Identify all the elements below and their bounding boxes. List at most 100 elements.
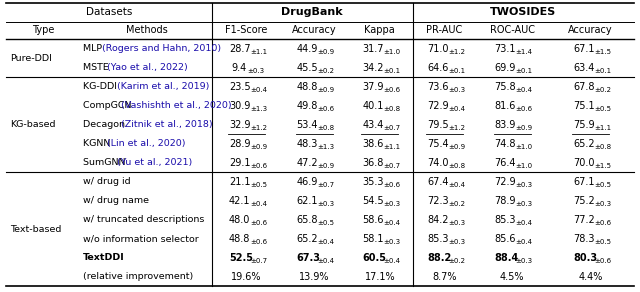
Text: 4.5%: 4.5% (500, 272, 524, 282)
Text: Accuracy: Accuracy (568, 25, 612, 35)
Text: 74.0: 74.0 (427, 158, 449, 168)
Text: CompGCN: CompGCN (83, 101, 134, 110)
Text: 34.2: 34.2 (362, 63, 384, 73)
Text: 67.1: 67.1 (573, 177, 595, 187)
Text: ±0.9: ±0.9 (317, 49, 335, 55)
Text: 45.5: 45.5 (296, 63, 318, 73)
Text: ±0.6: ±0.6 (515, 106, 532, 112)
Text: ±1.5: ±1.5 (594, 163, 611, 169)
Text: w/ drug id: w/ drug id (83, 177, 131, 186)
Text: 65.8: 65.8 (296, 215, 318, 225)
Text: 36.8: 36.8 (362, 158, 383, 168)
Text: (relative improvement): (relative improvement) (83, 272, 193, 281)
Text: PR-AUC: PR-AUC (426, 25, 463, 35)
Text: ±0.4: ±0.4 (250, 87, 267, 93)
Text: 73.6: 73.6 (427, 82, 449, 92)
Text: 75.9: 75.9 (573, 120, 595, 130)
Text: ±0.1: ±0.1 (515, 68, 532, 74)
Text: (Vashishth et al., 2020): (Vashishth et al., 2020) (122, 101, 232, 110)
Text: Kappa: Kappa (364, 25, 395, 35)
Text: ±1.1: ±1.1 (383, 144, 400, 150)
Text: 44.9: 44.9 (296, 44, 318, 54)
Text: Datasets: Datasets (86, 7, 132, 17)
Text: 71.0: 71.0 (427, 44, 449, 54)
Text: 75.2: 75.2 (573, 196, 595, 206)
Text: ±0.7: ±0.7 (383, 125, 400, 131)
Text: ±1.3: ±1.3 (317, 144, 335, 150)
Text: ±1.0: ±1.0 (383, 49, 400, 55)
Text: ±0.1: ±0.1 (448, 68, 465, 74)
Text: Methods: Methods (125, 25, 168, 35)
Text: 23.5: 23.5 (229, 82, 251, 92)
Text: 54.5: 54.5 (362, 196, 384, 206)
Text: ±0.2: ±0.2 (594, 87, 611, 93)
Text: 67.8: 67.8 (573, 82, 595, 92)
Text: (Rogers and Hahn, 2010): (Rogers and Hahn, 2010) (102, 44, 221, 53)
Text: ±0.5: ±0.5 (594, 182, 611, 188)
Text: ±1.1: ±1.1 (594, 125, 611, 131)
Text: ±0.2: ±0.2 (448, 258, 465, 264)
Text: 85.6: 85.6 (495, 234, 516, 244)
Text: 72.9: 72.9 (427, 101, 449, 111)
Text: ±0.1: ±0.1 (383, 68, 400, 74)
Text: 38.6: 38.6 (362, 139, 383, 149)
Text: 75.8: 75.8 (495, 82, 516, 92)
Text: 48.8: 48.8 (229, 234, 250, 244)
Text: ±0.6: ±0.6 (317, 106, 335, 112)
Text: 83.9: 83.9 (495, 120, 516, 130)
Text: ±0.4: ±0.4 (448, 182, 465, 188)
Text: 28.7: 28.7 (229, 44, 251, 54)
Text: ±0.5: ±0.5 (594, 106, 611, 112)
Text: 60.5: 60.5 (362, 253, 386, 263)
Text: ±1.0: ±1.0 (515, 144, 532, 150)
Text: 37.9: 37.9 (362, 82, 384, 92)
Text: ±0.3: ±0.3 (448, 220, 465, 226)
Text: 31.7: 31.7 (362, 44, 384, 54)
Text: 29.1: 29.1 (229, 158, 250, 168)
Text: 19.6%: 19.6% (231, 272, 262, 282)
Text: 9.4: 9.4 (232, 63, 247, 73)
Text: 13.9%: 13.9% (299, 272, 330, 282)
Text: ±0.4: ±0.4 (383, 220, 400, 226)
Text: 28.9: 28.9 (229, 139, 250, 149)
Text: ±0.7: ±0.7 (383, 163, 400, 169)
Text: 8.7%: 8.7% (432, 272, 457, 282)
Text: 42.1: 42.1 (229, 196, 250, 206)
Text: 75.4: 75.4 (427, 139, 449, 149)
Text: 43.4: 43.4 (362, 120, 383, 130)
Text: 67.4: 67.4 (427, 177, 449, 187)
Text: ±0.6: ±0.6 (250, 220, 267, 226)
Text: 4.4%: 4.4% (579, 272, 603, 282)
Text: 67.1: 67.1 (573, 44, 595, 54)
Text: ±0.4: ±0.4 (317, 239, 335, 245)
Text: 48.8: 48.8 (296, 82, 318, 92)
Text: 58.6: 58.6 (362, 215, 384, 225)
Text: ±0.6: ±0.6 (250, 239, 267, 245)
Text: 84.2: 84.2 (427, 215, 449, 225)
Text: ±1.1: ±1.1 (250, 49, 267, 55)
Text: ±0.9: ±0.9 (317, 163, 335, 169)
Text: TWOSIDES: TWOSIDES (490, 7, 556, 17)
Text: (Karim et al., 2019): (Karim et al., 2019) (116, 82, 209, 91)
Text: ±0.4: ±0.4 (515, 239, 532, 245)
Text: 70.0: 70.0 (573, 158, 595, 168)
Text: ±1.2: ±1.2 (250, 125, 267, 131)
Text: 77.2: 77.2 (573, 215, 595, 225)
Text: ±0.7: ±0.7 (317, 182, 335, 188)
Text: 76.4: 76.4 (495, 158, 516, 168)
Text: 62.1: 62.1 (296, 196, 318, 206)
Text: ±0.4: ±0.4 (250, 201, 267, 207)
Text: ±0.8: ±0.8 (383, 106, 400, 112)
Text: ±0.9: ±0.9 (515, 125, 532, 131)
Text: ±0.3: ±0.3 (515, 201, 532, 207)
Text: ±0.9: ±0.9 (250, 144, 267, 150)
Text: ±0.5: ±0.5 (317, 220, 335, 226)
Text: w/o information selector: w/o information selector (83, 234, 198, 243)
Text: 74.8: 74.8 (495, 139, 516, 149)
Text: ±0.1: ±0.1 (594, 68, 611, 74)
Text: MLP: MLP (83, 44, 105, 53)
Text: Decagon: Decagon (83, 120, 128, 129)
Text: 88.2: 88.2 (427, 253, 451, 263)
Text: ±1.3: ±1.3 (250, 106, 267, 112)
Text: ±0.4: ±0.4 (317, 258, 335, 264)
